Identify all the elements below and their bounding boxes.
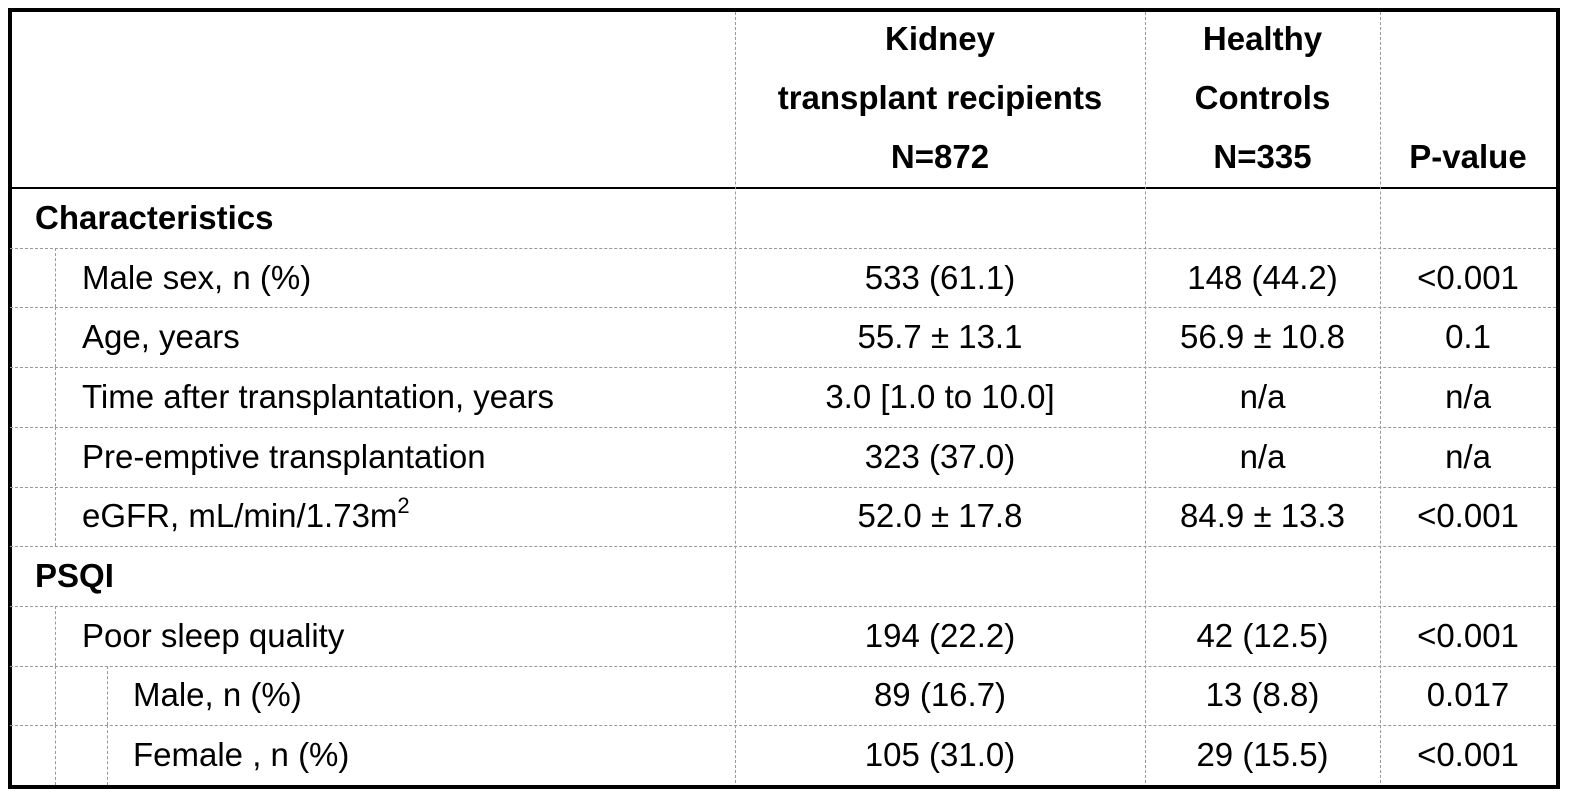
label-text: eGFR, mL/min/1.73m bbox=[82, 497, 398, 535]
row-divider bbox=[10, 426, 1556, 428]
row-label: eGFR, mL/min/1.73m2 bbox=[82, 493, 410, 536]
column-header: N=872 bbox=[890, 138, 990, 175]
cell-value: 148 (44.2) bbox=[1187, 258, 1338, 296]
cell-value: 3.0 [1.0 to 10.0] bbox=[825, 377, 1055, 415]
row-divider bbox=[10, 665, 1556, 667]
row-divider bbox=[10, 247, 1556, 249]
cell-value: 0.017 bbox=[1426, 676, 1510, 714]
cell-value: 89 (16.7) bbox=[873, 676, 1007, 714]
column-header: transplant recipients bbox=[777, 79, 1103, 116]
cell-value: <0.001 bbox=[1417, 258, 1519, 296]
row-label: Time after transplantation, years bbox=[82, 377, 554, 417]
row-divider bbox=[10, 307, 1556, 309]
cell-value: 42 (12.5) bbox=[1196, 616, 1329, 654]
cell-value: 84.9 ± 13.3 bbox=[1180, 497, 1345, 535]
indent-guide bbox=[55, 605, 56, 666]
table-border bbox=[8, 8, 1560, 789]
row-label: Male, n (%) bbox=[133, 675, 302, 715]
row-label: Pre-emptive transplantation bbox=[82, 437, 486, 477]
indent-guide bbox=[55, 247, 56, 308]
indent-guide bbox=[55, 486, 56, 547]
row-label: Poor sleep quality bbox=[82, 616, 344, 656]
cell-value: 323 (37.0) bbox=[864, 437, 1016, 475]
superscript: 2 bbox=[397, 493, 410, 519]
cell-value: 52.0 ± 17.8 bbox=[857, 497, 1023, 535]
cell-value: 29 (15.5) bbox=[1196, 736, 1329, 774]
cell-value: 533 (61.1) bbox=[864, 258, 1016, 296]
cell-value: n/a bbox=[1239, 377, 1286, 415]
indent-guide bbox=[107, 725, 108, 785]
cell-value: n/a bbox=[1239, 437, 1286, 475]
indent-guide bbox=[55, 725, 56, 785]
column-header: N=335 bbox=[1213, 138, 1312, 175]
cell-value: n/a bbox=[1445, 377, 1491, 415]
row-divider bbox=[10, 546, 1556, 548]
cell-value: <0.001 bbox=[1417, 736, 1519, 774]
column-header: Healthy bbox=[1202, 20, 1323, 57]
indent-guide bbox=[55, 367, 56, 427]
cell-value: 55.7 ± 13.1 bbox=[857, 318, 1023, 356]
cell-value: 56.9 ± 10.8 bbox=[1180, 318, 1345, 356]
label-text: Age, years bbox=[82, 318, 240, 356]
label-text: Male, n (%) bbox=[133, 676, 302, 714]
cell-value: n/a bbox=[1445, 437, 1491, 475]
row-divider bbox=[10, 486, 1556, 488]
indent-guide bbox=[107, 665, 108, 726]
cell-value: <0.001 bbox=[1417, 616, 1519, 654]
cell-value: 105 (31.0) bbox=[864, 736, 1016, 774]
row-label: Female , n (%) bbox=[133, 735, 349, 775]
label-text: Female , n (%) bbox=[133, 736, 350, 774]
column-header: Kidney bbox=[884, 20, 996, 57]
cell-value: 194 (22.2) bbox=[864, 616, 1016, 654]
indent-guide bbox=[55, 307, 56, 368]
column-divider bbox=[1145, 12, 1146, 783]
label-text: Poor sleep quality bbox=[82, 616, 345, 654]
row-label: Male sex, n (%) bbox=[82, 258, 311, 298]
column-header: P-value bbox=[1409, 138, 1527, 175]
column-header: Controls bbox=[1194, 79, 1331, 116]
row-divider bbox=[10, 367, 1556, 369]
section-title: Characteristics bbox=[35, 198, 274, 236]
row-label: Age, years bbox=[82, 317, 240, 357]
row-divider bbox=[10, 605, 1556, 607]
section-title: PSQI bbox=[35, 557, 114, 595]
label-text: Time after transplantation, years bbox=[82, 377, 554, 415]
label-text: Male sex, n (%) bbox=[82, 258, 312, 296]
column-divider bbox=[735, 12, 736, 783]
cell-value: 13 (8.8) bbox=[1205, 676, 1320, 714]
column-divider bbox=[1380, 12, 1381, 783]
indent-guide bbox=[55, 426, 56, 487]
header-rule bbox=[10, 187, 1556, 189]
row-divider bbox=[10, 725, 1556, 727]
cell-value: 0.1 bbox=[1445, 318, 1491, 356]
indent-guide bbox=[55, 665, 56, 726]
label-text: Pre-emptive transplantation bbox=[82, 437, 486, 475]
cell-value: <0.001 bbox=[1417, 497, 1519, 535]
